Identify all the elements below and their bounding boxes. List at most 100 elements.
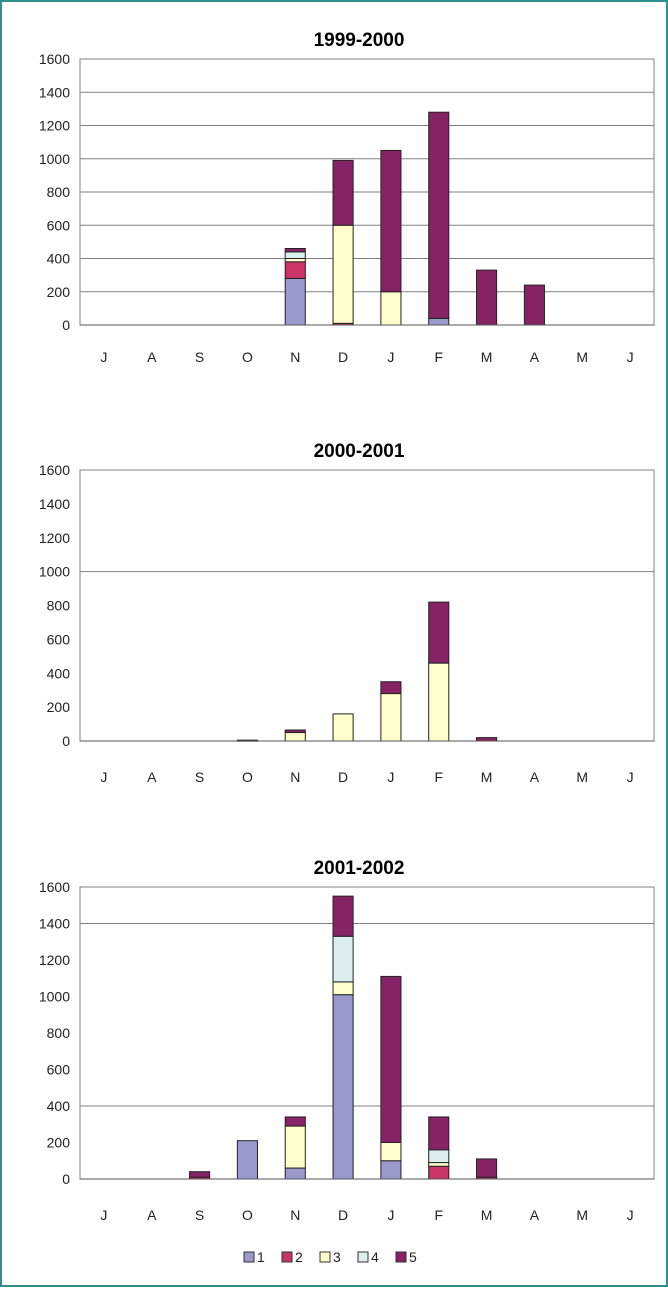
chart-panel-1: 1999-2000 0 200 400 600 800 1000 1200 1400 1600 J A…: [39, 30, 655, 365]
y-tick-label: 200: [47, 1135, 71, 1151]
y-tick-label: 200: [47, 284, 71, 300]
bar-segment-series-3: [380, 1142, 402, 1162]
legend-label: 2: [295, 1249, 303, 1265]
x-tick-label: N: [290, 349, 300, 365]
bar-segment-series-3: [380, 693, 402, 742]
bar-segment-series-1: [284, 277, 306, 326]
bar-segment-series-1: [284, 1167, 306, 1180]
x-tick-label: M: [576, 1207, 588, 1223]
legend-swatch-1: [243, 1251, 255, 1263]
y-tick-label: 1400: [39, 84, 70, 100]
x-tick-label: J: [387, 349, 394, 365]
bar-segment-series-1: [332, 994, 354, 1180]
y-tick-label: 1400: [39, 496, 70, 512]
bar-segment-series-5: [523, 284, 545, 326]
bar-segment-series-1: [380, 1160, 402, 1180]
chart-title: 2001-2002: [314, 858, 405, 879]
legend-label: 3: [333, 1249, 341, 1265]
bar-segment-series-3: [428, 662, 450, 742]
y-tick-label: 800: [47, 1025, 71, 1041]
bar-segment-series-1: [236, 1140, 258, 1180]
bar-segment-series-5: [428, 601, 450, 664]
x-tick-label: J: [100, 1207, 107, 1223]
bar-segment-series-5: [284, 248, 306, 253]
x-tick-label: S: [195, 1207, 204, 1223]
x-tick-label: O: [242, 349, 253, 365]
y-tick-label: 200: [47, 699, 71, 715]
y-tick-label: 1200: [39, 952, 70, 968]
bar-segment-series-5: [380, 975, 402, 1143]
legend: 1 2 3 4 5: [243, 1249, 417, 1265]
chart-panel-2: 2000-2001 0 200 400 600 800 1000 1200 1400 1600 J A…: [39, 441, 655, 785]
y-tick-label: 1000: [39, 564, 70, 580]
x-tick-label: D: [338, 769, 348, 785]
x-tick-label: M: [481, 769, 493, 785]
bar-segment-series-5: [380, 149, 402, 293]
x-tick-label: A: [147, 769, 157, 785]
bar-segment-series-3: [380, 291, 402, 326]
y-tick-label: 0: [62, 1171, 70, 1187]
bar-segment-series-5: [476, 1158, 498, 1178]
bar-segment-series-3: [284, 1125, 306, 1169]
bar-segment-series-5: [380, 681, 402, 695]
bar-segment-series-3: [332, 981, 354, 996]
x-tick-label: F: [434, 769, 443, 785]
bar-segment-series-3: [284, 732, 306, 742]
y-tick-label: 600: [47, 1062, 71, 1078]
bar-segment-series-4: [332, 935, 354, 983]
chart-panel-3: 2001-2002 0 200 400 600 800 1000 1200 1400 1600 J A…: [39, 858, 655, 1223]
x-tick-label: M: [481, 349, 493, 365]
plot-area: [79, 886, 655, 1180]
y-tick-label: 800: [47, 184, 71, 200]
bar-segment-series-5: [189, 1171, 211, 1178]
x-tick-label: D: [338, 1207, 348, 1223]
x-tick-label: J: [627, 1207, 634, 1223]
y-tick-label: 1600: [39, 51, 70, 67]
bar-segment-series-5: [332, 895, 354, 937]
bar-segment-series-5: [284, 729, 306, 734]
bar-segment-series-3: [332, 224, 354, 324]
bar-segment-series-5: [476, 737, 498, 742]
y-tick-label: 1400: [39, 916, 70, 932]
y-tick-label: 1000: [39, 151, 70, 167]
y-tick-label: 400: [47, 1098, 71, 1114]
plot-area: [79, 469, 655, 742]
legend-swatch-5: [395, 1251, 407, 1263]
bar-segment-series-5: [284, 1116, 306, 1127]
bar-segment-series-2: [428, 1165, 450, 1180]
y-tick-label: 400: [47, 665, 71, 681]
legend-label: 1: [257, 1249, 265, 1265]
y-tick-label: 1200: [39, 530, 70, 546]
legend-swatch-4: [357, 1251, 369, 1263]
x-tick-label: J: [100, 769, 107, 785]
legend-swatch-2: [281, 1251, 293, 1263]
x-tick-label: O: [242, 769, 253, 785]
x-tick-label: J: [100, 349, 107, 365]
x-tick-label: A: [530, 349, 540, 365]
y-tick-label: 1200: [39, 118, 70, 134]
y-tick-label: 800: [47, 598, 71, 614]
x-tick-label: J: [627, 349, 634, 365]
x-tick-label: J: [627, 769, 634, 785]
bar-segment-series-4: [428, 1149, 450, 1164]
x-tick-label: S: [195, 349, 204, 365]
bar-segment-series-3: [332, 713, 354, 742]
x-tick-label: J: [387, 1207, 394, 1223]
x-tick-label: N: [290, 1207, 300, 1223]
y-tick-label: 600: [47, 631, 71, 647]
x-tick-label: N: [290, 769, 300, 785]
bar-segment-series-5: [428, 1116, 450, 1151]
x-tick-label: A: [147, 1207, 157, 1223]
x-tick-label: F: [434, 349, 443, 365]
x-tick-label: F: [434, 1207, 443, 1223]
x-tick-label: A: [530, 769, 540, 785]
y-tick-label: 0: [62, 317, 70, 333]
legend-swatch-3: [319, 1251, 331, 1263]
y-tick-label: 1000: [39, 989, 70, 1005]
legend-label: 4: [371, 1249, 379, 1265]
bar-segment-series-5: [476, 269, 498, 326]
bar-segment-series-5: [428, 111, 450, 319]
y-tick-label: 0: [62, 733, 70, 749]
